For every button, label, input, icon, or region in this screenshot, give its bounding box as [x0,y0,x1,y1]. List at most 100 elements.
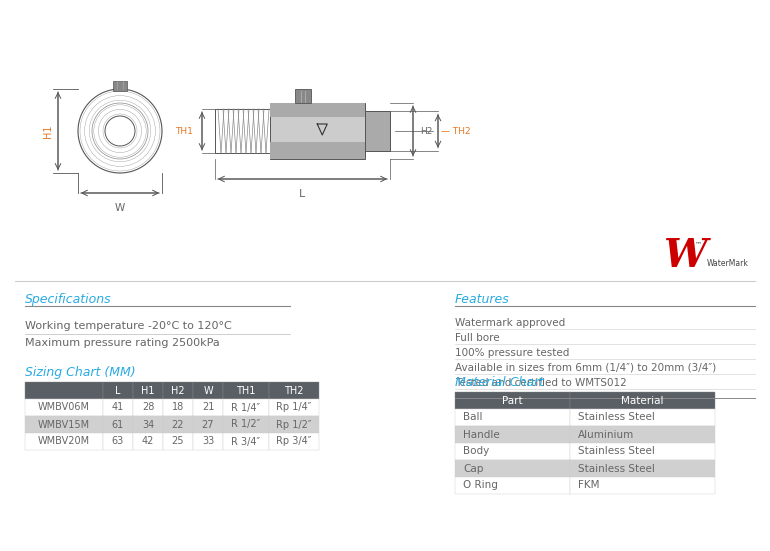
Bar [455,460,570,477]
Text: FKM: FKM [578,480,600,490]
Text: Available in sizes from 6mm (1/4″) to 20mm (3/4″): Available in sizes from 6mm (1/4″) to 20… [455,363,716,373]
Text: Aluminium: Aluminium [578,429,634,440]
Text: Part: Part [502,396,523,406]
Bar [269,433,319,450]
Bar [133,399,163,416]
Bar [270,103,365,117]
Bar [103,399,133,416]
Bar [570,392,715,409]
Text: WMBV20M: WMBV20M [38,436,90,446]
Text: 42: 42 [142,436,154,446]
Text: W: W [115,203,125,213]
Bar [455,409,570,426]
Text: 100% pressure tested: 100% pressure tested [455,348,569,358]
Text: Stainless Steel: Stainless Steel [578,446,654,456]
Bar [223,382,269,399]
Text: L: L [116,386,121,396]
Bar [295,89,311,103]
Bar [25,399,103,416]
Text: O Ring: O Ring [463,480,498,490]
Text: Stainless Steel: Stainless Steel [578,413,654,423]
Bar [133,416,163,433]
Text: Body: Body [463,446,489,456]
Text: H2: H2 [171,386,185,396]
Text: H2: H2 [420,127,433,136]
Text: Watermark approved: Watermark approved [455,318,565,328]
Bar [455,477,570,494]
Text: Rp 1/4″: Rp 1/4″ [276,402,312,413]
Text: WMBV15M: WMBV15M [38,419,90,429]
Bar [570,409,715,426]
Text: H1: H1 [141,386,155,396]
Bar [193,416,223,433]
Bar [223,399,269,416]
Bar [193,433,223,450]
Bar [365,111,390,150]
Text: Sizing Chart (MM): Sizing Chart (MM) [25,366,136,379]
Bar [270,103,365,159]
Text: Material Chart: Material Chart [455,376,544,389]
Bar [113,81,127,91]
Text: L: L [300,189,306,199]
Text: — TH2: — TH2 [441,127,470,136]
Text: TH2: TH2 [284,386,303,396]
Text: Working temperature -20°C to 120°C: Working temperature -20°C to 120°C [25,321,232,331]
Text: 41: 41 [112,402,124,413]
Text: Handle: Handle [463,429,500,440]
Bar [25,416,103,433]
Bar [223,416,269,433]
Bar [269,416,319,433]
Text: 18: 18 [172,402,184,413]
Text: Ball: Ball [463,413,483,423]
Text: W: W [203,386,213,396]
Text: TH1: TH1 [175,127,193,136]
Text: Stainless Steel: Stainless Steel [578,463,654,473]
Bar [193,382,223,399]
Bar [570,477,715,494]
Text: Cap: Cap [463,463,484,473]
Text: Rp 3/4″: Rp 3/4″ [276,436,312,446]
Bar [455,392,570,409]
Text: H1: H1 [43,124,53,138]
Text: Rp 1/2″: Rp 1/2″ [276,419,312,429]
Text: Features: Features [455,293,510,306]
Text: 21: 21 [202,402,214,413]
Text: Full bore: Full bore [455,333,500,343]
Text: Tested and certified to WMTS012: Tested and certified to WMTS012 [455,378,627,388]
Bar [133,433,163,450]
Bar [269,382,319,399]
Bar [215,109,270,153]
Text: 25: 25 [172,436,184,446]
Bar [455,443,570,460]
Text: R 1/4″: R 1/4″ [232,402,260,413]
Bar [133,382,163,399]
Text: Maximum pressure rating 2500kPa: Maximum pressure rating 2500kPa [25,338,219,348]
Bar [570,443,715,460]
Text: W: W [663,237,707,275]
Bar [163,433,193,450]
Text: 33: 33 [202,436,214,446]
Bar [25,382,103,399]
Text: ™: ™ [695,241,702,247]
Bar [570,460,715,477]
Bar [103,416,133,433]
Text: 34: 34 [142,419,154,429]
Text: TH1: TH1 [236,386,256,396]
Text: Material: Material [621,396,664,406]
Bar [163,382,193,399]
Text: 27: 27 [202,419,214,429]
Text: WMBV06M: WMBV06M [38,402,90,413]
Text: Specifications: Specifications [25,293,112,306]
Text: R 1/2″: R 1/2″ [231,419,260,429]
Bar [270,142,365,159]
Text: 63: 63 [112,436,124,446]
Text: 28: 28 [142,402,154,413]
Bar [25,433,103,450]
Text: WaterMark: WaterMark [707,260,749,268]
Text: R 3/4″: R 3/4″ [232,436,260,446]
Bar [163,416,193,433]
Bar [269,399,319,416]
Bar [103,433,133,450]
Text: 22: 22 [172,419,184,429]
Bar [103,382,133,399]
